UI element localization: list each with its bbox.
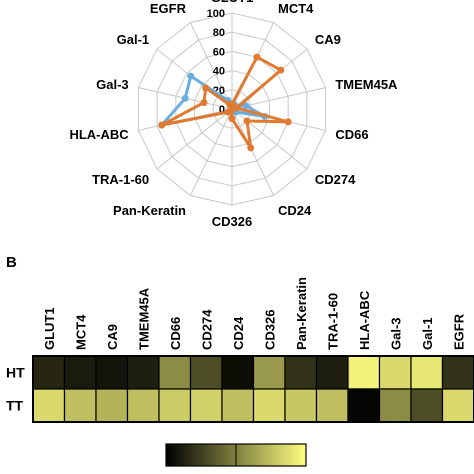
radar-point bbox=[158, 121, 166, 129]
radar-axis-label: CD24 bbox=[278, 203, 312, 218]
heatmap-column-label: TMEM45A bbox=[136, 287, 151, 350]
radar-chart: 020406080100GLUT1MCT4CA9TMEM45ACD66CD274… bbox=[69, 0, 398, 229]
radar-axis-label: TMEM45A bbox=[335, 77, 398, 92]
heatmap-cell bbox=[252, 355, 286, 390]
heatmap-column-label: Pan-Keratin bbox=[294, 277, 309, 350]
radar-tick-label: 60 bbox=[213, 46, 225, 58]
heatmap-cell bbox=[441, 355, 474, 390]
heatmap-column-label: HLA-ABC bbox=[357, 290, 372, 350]
radar-spoke bbox=[156, 108, 233, 170]
heatmap-cell bbox=[378, 355, 412, 390]
radar-axis-label: HLA-ABC bbox=[69, 127, 129, 142]
heatmap-cell bbox=[95, 355, 129, 390]
heatmap-cell bbox=[315, 355, 349, 390]
radar-tick-label: 80 bbox=[213, 27, 225, 39]
heatmap-cell bbox=[252, 388, 286, 423]
radar-tick-label: 0 bbox=[219, 104, 225, 116]
heatmap-cell bbox=[221, 355, 255, 390]
radar-point bbox=[284, 118, 292, 126]
radar-axis-label: TRA-1-60 bbox=[92, 172, 149, 187]
radar-axis-label: EGFR bbox=[150, 1, 187, 16]
radar-point bbox=[200, 99, 208, 107]
panel-label-b: B bbox=[6, 254, 17, 271]
heatmap-cell bbox=[189, 355, 223, 390]
heatmap-cell bbox=[158, 355, 192, 390]
heatmap-cell bbox=[284, 355, 318, 390]
heatmap-column-label: CD24 bbox=[231, 316, 246, 350]
heatmap-cell bbox=[221, 388, 255, 423]
radar-point bbox=[277, 66, 285, 74]
radar-tick-label: 40 bbox=[213, 66, 225, 78]
heatmap-column-label: CD326 bbox=[262, 310, 277, 350]
radar-axis-label: Pan-Keratin bbox=[113, 203, 186, 218]
radar-point bbox=[253, 53, 261, 61]
heatmap-cell bbox=[63, 355, 97, 390]
radar-point bbox=[228, 115, 236, 123]
heatmap-row-label: TT bbox=[6, 398, 24, 414]
heatmap-cell bbox=[378, 388, 412, 423]
heatmap-cell bbox=[63, 388, 97, 423]
radar-point bbox=[181, 94, 189, 102]
heatmap-cell bbox=[95, 388, 129, 423]
heatmap-column-label: CD66 bbox=[168, 317, 183, 350]
radar-point bbox=[226, 101, 234, 109]
radar-axis-label: Gal-1 bbox=[117, 32, 150, 47]
heatmap-column-label: CD274 bbox=[199, 309, 214, 350]
radar-point bbox=[224, 108, 232, 116]
radar-spoke bbox=[189, 108, 233, 196]
heatmap-column-label: CA9 bbox=[105, 324, 120, 350]
heatmap-cell bbox=[126, 388, 160, 423]
radar-point bbox=[242, 102, 250, 110]
heatmap-row-label: HT bbox=[6, 365, 25, 381]
heatmap: GLUT1 MCT4 CA9 TMEM45A CD66 CD274 CD24 CD326 Pan… bbox=[6, 277, 474, 423]
radar-axis-label: GLUT1 bbox=[211, 0, 254, 5]
heatmap-cell bbox=[32, 355, 66, 390]
radar-point bbox=[187, 72, 195, 80]
heatmap-cell bbox=[284, 388, 318, 423]
radar-spoke bbox=[231, 108, 275, 196]
radar-axis-label: CD66 bbox=[335, 127, 368, 142]
heatmap-column-label: TRA-1-60 bbox=[325, 293, 340, 350]
heatmap-column-label: GLUT1 bbox=[42, 307, 57, 350]
heatmap-border bbox=[32, 355, 474, 423]
heatmap-cell bbox=[126, 355, 160, 390]
heatmap-cell bbox=[347, 355, 381, 390]
heatmap-column-label: Gal-1 bbox=[420, 317, 435, 350]
heatmap-column-label: Gal-3 bbox=[388, 317, 403, 350]
radar-spoke bbox=[189, 22, 233, 110]
heatmap-cell bbox=[315, 388, 349, 423]
heatmap-column-label: MCT4 bbox=[73, 314, 88, 350]
heatmap-cell bbox=[32, 388, 66, 423]
radar-point bbox=[243, 117, 251, 125]
radar-axis-label: CD326 bbox=[212, 214, 252, 229]
heatmap-cell bbox=[441, 388, 474, 423]
colorbar bbox=[165, 443, 307, 467]
radar-point bbox=[247, 144, 255, 152]
radar-axis-label: CD274 bbox=[315, 172, 356, 187]
radar-point bbox=[202, 84, 210, 92]
radar-tick-label: 100 bbox=[207, 8, 225, 20]
heatmap-cell bbox=[410, 355, 444, 390]
radar-axis-label: MCT4 bbox=[278, 1, 314, 16]
heatmap-cell bbox=[189, 388, 223, 423]
radar-axis-label: Gal-3 bbox=[96, 77, 129, 92]
heatmap-cell bbox=[347, 388, 381, 423]
heatmap-column-label: EGFR bbox=[451, 313, 466, 350]
heatmap-cell bbox=[158, 388, 192, 423]
heatmap-cell bbox=[410, 388, 444, 423]
radar-axis-label: CA9 bbox=[315, 32, 341, 47]
radar-point bbox=[233, 104, 241, 112]
